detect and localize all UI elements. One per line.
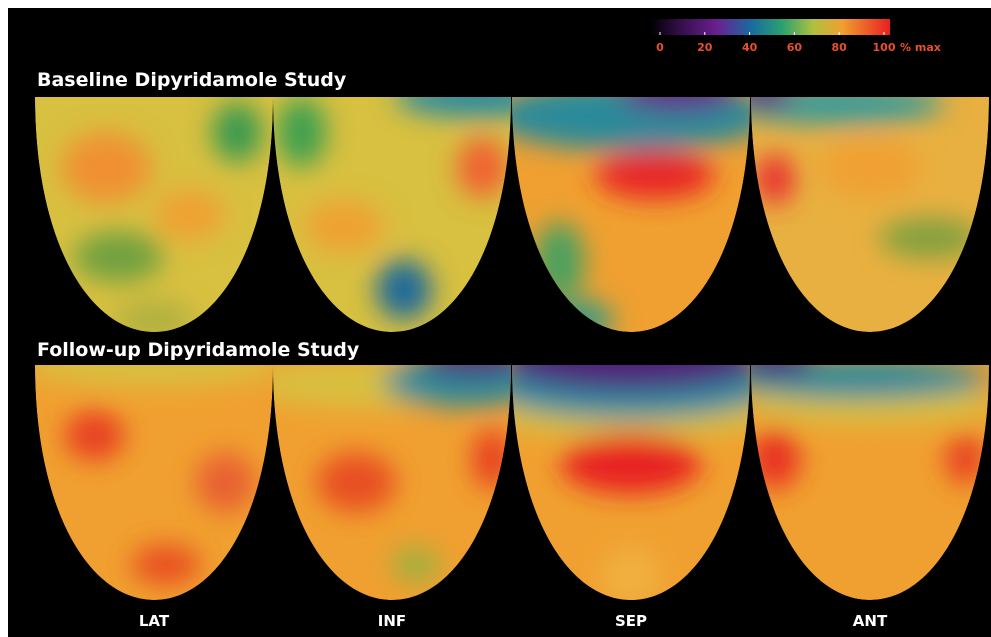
colorbar-tick-label: 80 [832, 41, 848, 54]
blob [61, 133, 151, 203]
view-label: INF [378, 612, 406, 630]
view-label: LAT [139, 612, 170, 630]
blob [73, 232, 163, 282]
view-label: SEP [615, 612, 647, 630]
colorbar-unit: % max [900, 41, 941, 54]
blob [131, 545, 201, 585]
blob [212, 102, 262, 162]
colorbar-tick-label: 0 [656, 41, 664, 54]
row-title: Baseline Dipyridamole Study [37, 69, 347, 91]
colorbar-tick-label: 20 [697, 41, 713, 54]
blob [316, 453, 396, 513]
blob [391, 547, 441, 583]
blob [155, 190, 225, 240]
blob [595, 150, 715, 200]
blob [376, 260, 432, 320]
blob [65, 411, 125, 461]
colorbar-tick-label: 60 [787, 41, 803, 54]
blob [561, 434, 701, 494]
view-label: ANT [853, 612, 888, 630]
colorbar-tick-label: 40 [742, 41, 758, 54]
blob [195, 453, 255, 513]
blob [820, 138, 920, 198]
row-title: Follow-up Dipyridamole Study [37, 339, 360, 361]
figure: Baseline Dipyridamole Study Follow-up Di… [0, 0, 991, 637]
colorbar [650, 19, 890, 35]
colorbar-tick-label: 100 [873, 41, 896, 54]
blob [304, 201, 384, 251]
blob [277, 97, 327, 167]
blob [457, 138, 507, 198]
